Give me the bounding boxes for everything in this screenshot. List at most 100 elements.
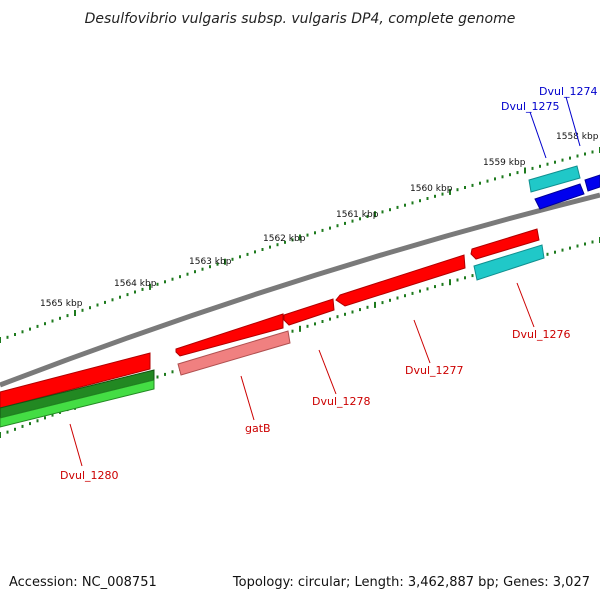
outer-ring-tick bbox=[96, 303, 99, 307]
outer-ring-tick bbox=[104, 300, 106, 304]
inner-ring-tick bbox=[299, 325, 301, 332]
outer-ring-tick bbox=[209, 265, 211, 269]
gene-dvul-1277[interactable] bbox=[335, 254, 466, 307]
outer-ring-tick bbox=[396, 205, 399, 209]
label-gatb[interactable]: gatB bbox=[245, 422, 271, 435]
inner-ring-tick bbox=[14, 427, 16, 431]
outer-ring-tick bbox=[246, 252, 249, 256]
inner-ring-tick bbox=[156, 375, 159, 379]
summary-text: Topology: circular; Length: 3,462,887 bp… bbox=[232, 575, 590, 590]
leader-dvul-1275 bbox=[529, 111, 547, 159]
leader-dvul-1274 bbox=[565, 96, 581, 147]
outer-ring-tick bbox=[456, 188, 459, 192]
label-dvul-1277[interactable]: Dvul_1277 bbox=[405, 364, 464, 377]
gene-labels: Dvul_1274 Dvul_1275 Dvul_1276 Dvul_1277 … bbox=[60, 85, 598, 482]
label-dvul-1280[interactable]: Dvul_1280 bbox=[60, 469, 119, 482]
inner-ring-tick bbox=[44, 416, 46, 420]
outer-ring-tick bbox=[171, 277, 174, 281]
outer-ring-tick bbox=[486, 179, 489, 183]
map-title: Desulfovibrio vulgaris subsp. vulgaris D… bbox=[85, 11, 516, 27]
outer-ring-tick bbox=[111, 298, 114, 302]
outer-ring-tick bbox=[0, 337, 1, 343]
outer-ring-tick bbox=[81, 308, 84, 312]
outer-ring-tick bbox=[374, 211, 376, 218]
inner-ring-tick bbox=[36, 419, 39, 423]
outer-ring-tick bbox=[74, 310, 76, 316]
outer-ring-tick bbox=[224, 258, 226, 265]
outer-ring-tick bbox=[381, 210, 384, 214]
gene-gatb-lower[interactable] bbox=[177, 330, 291, 376]
label-dvul-1276[interactable]: Dvul_1276 bbox=[512, 328, 571, 341]
label-leaders bbox=[69, 96, 581, 467]
outer-ring-tick bbox=[554, 160, 556, 164]
outer-ring-tick bbox=[14, 333, 16, 336]
outer-scale-ring bbox=[0, 147, 600, 343]
reverse-strand-genes bbox=[0, 244, 545, 428]
inner-ring-tick bbox=[441, 282, 444, 286]
outer-ring-tick bbox=[156, 282, 159, 286]
gene-dvul-1280-green-light[interactable] bbox=[0, 379, 155, 428]
outer-ring-tick bbox=[291, 238, 294, 242]
outer-ring-tick bbox=[419, 199, 421, 203]
gene-gatb-upper[interactable] bbox=[175, 313, 284, 357]
outer-ring-tick bbox=[501, 175, 504, 179]
gene-dvul-1275-lower[interactable] bbox=[534, 183, 585, 210]
outer-ring-tick bbox=[561, 158, 564, 162]
inner-ring-tick bbox=[51, 413, 54, 417]
outer-ring-tick bbox=[269, 245, 271, 249]
inner-ring-tick bbox=[434, 285, 436, 289]
inner-ring-tick bbox=[381, 301, 384, 305]
scale-label-1565: 1565 kbp bbox=[40, 299, 83, 309]
outer-ring-tick bbox=[164, 280, 166, 284]
gene-dvul-1276-lower[interactable] bbox=[473, 244, 545, 281]
label-dvul-1275[interactable]: Dvul_1275 bbox=[501, 100, 560, 113]
label-dvul-1274[interactable]: Dvul_1274 bbox=[539, 85, 598, 98]
scale-label-1563: 1563 kbp bbox=[189, 257, 232, 267]
inner-ring-tick bbox=[554, 250, 556, 254]
inner-ring-tick bbox=[374, 301, 376, 308]
scale-label-1562: 1562 kbp bbox=[263, 234, 306, 244]
gene-dvul-1276-upper[interactable] bbox=[470, 228, 540, 260]
outer-ring-tick bbox=[36, 324, 39, 328]
gene-dvul-1274[interactable] bbox=[584, 174, 600, 192]
outer-ring-tick bbox=[6, 335, 9, 339]
scale-label-1560: 1560 kbp bbox=[410, 184, 453, 194]
scale-label-1564: 1564 kbp bbox=[114, 279, 157, 289]
outer-ring-tick bbox=[321, 228, 324, 232]
outer-ring-tick bbox=[366, 215, 369, 218]
gene-dvul-1278[interactable] bbox=[283, 298, 335, 326]
outer-ring-tick bbox=[194, 270, 196, 274]
forward-strand-genes bbox=[0, 165, 600, 409]
scale-label-1561: 1561 kbp bbox=[336, 210, 379, 220]
outer-ring-tick bbox=[441, 192, 444, 196]
outer-ring-tick bbox=[494, 177, 496, 181]
inner-ring-tick bbox=[576, 244, 579, 248]
leader-gatb bbox=[240, 375, 255, 421]
outer-ring-tick bbox=[531, 166, 534, 170]
outer-ring-tick bbox=[524, 167, 526, 174]
outer-ring-tick bbox=[284, 240, 286, 244]
gene-dvul-1280-red[interactable] bbox=[0, 352, 151, 409]
inner-ring-tick bbox=[561, 248, 564, 252]
outer-ring-tick bbox=[516, 171, 519, 175]
inner-ring-tick bbox=[449, 279, 451, 286]
outer-ring-tick bbox=[231, 257, 234, 261]
inner-ring-tick bbox=[164, 372, 166, 376]
label-dvul-1278[interactable]: Dvul_1278 bbox=[312, 395, 371, 408]
outer-ring-tick bbox=[276, 243, 279, 247]
outer-ring-tick bbox=[119, 295, 121, 299]
inner-ring-tick bbox=[359, 308, 361, 312]
inner-ring-tick bbox=[306, 324, 309, 328]
outer-ring-tick bbox=[66, 314, 69, 318]
gene-dvul-1275[interactable] bbox=[528, 165, 581, 193]
outer-ring-tick bbox=[509, 173, 511, 177]
outer-ring-tick bbox=[404, 203, 406, 207]
leader-dvul-1280 bbox=[69, 423, 83, 467]
accession-text: Accession: NC_008751 bbox=[9, 575, 157, 590]
outer-ring-tick bbox=[546, 162, 549, 166]
outer-ring-tick bbox=[314, 231, 316, 235]
outer-ring-tick bbox=[239, 255, 241, 259]
outer-ring-tick bbox=[89, 306, 91, 310]
outer-ring-tick bbox=[329, 226, 331, 230]
outer-ring-tick bbox=[149, 283, 151, 290]
